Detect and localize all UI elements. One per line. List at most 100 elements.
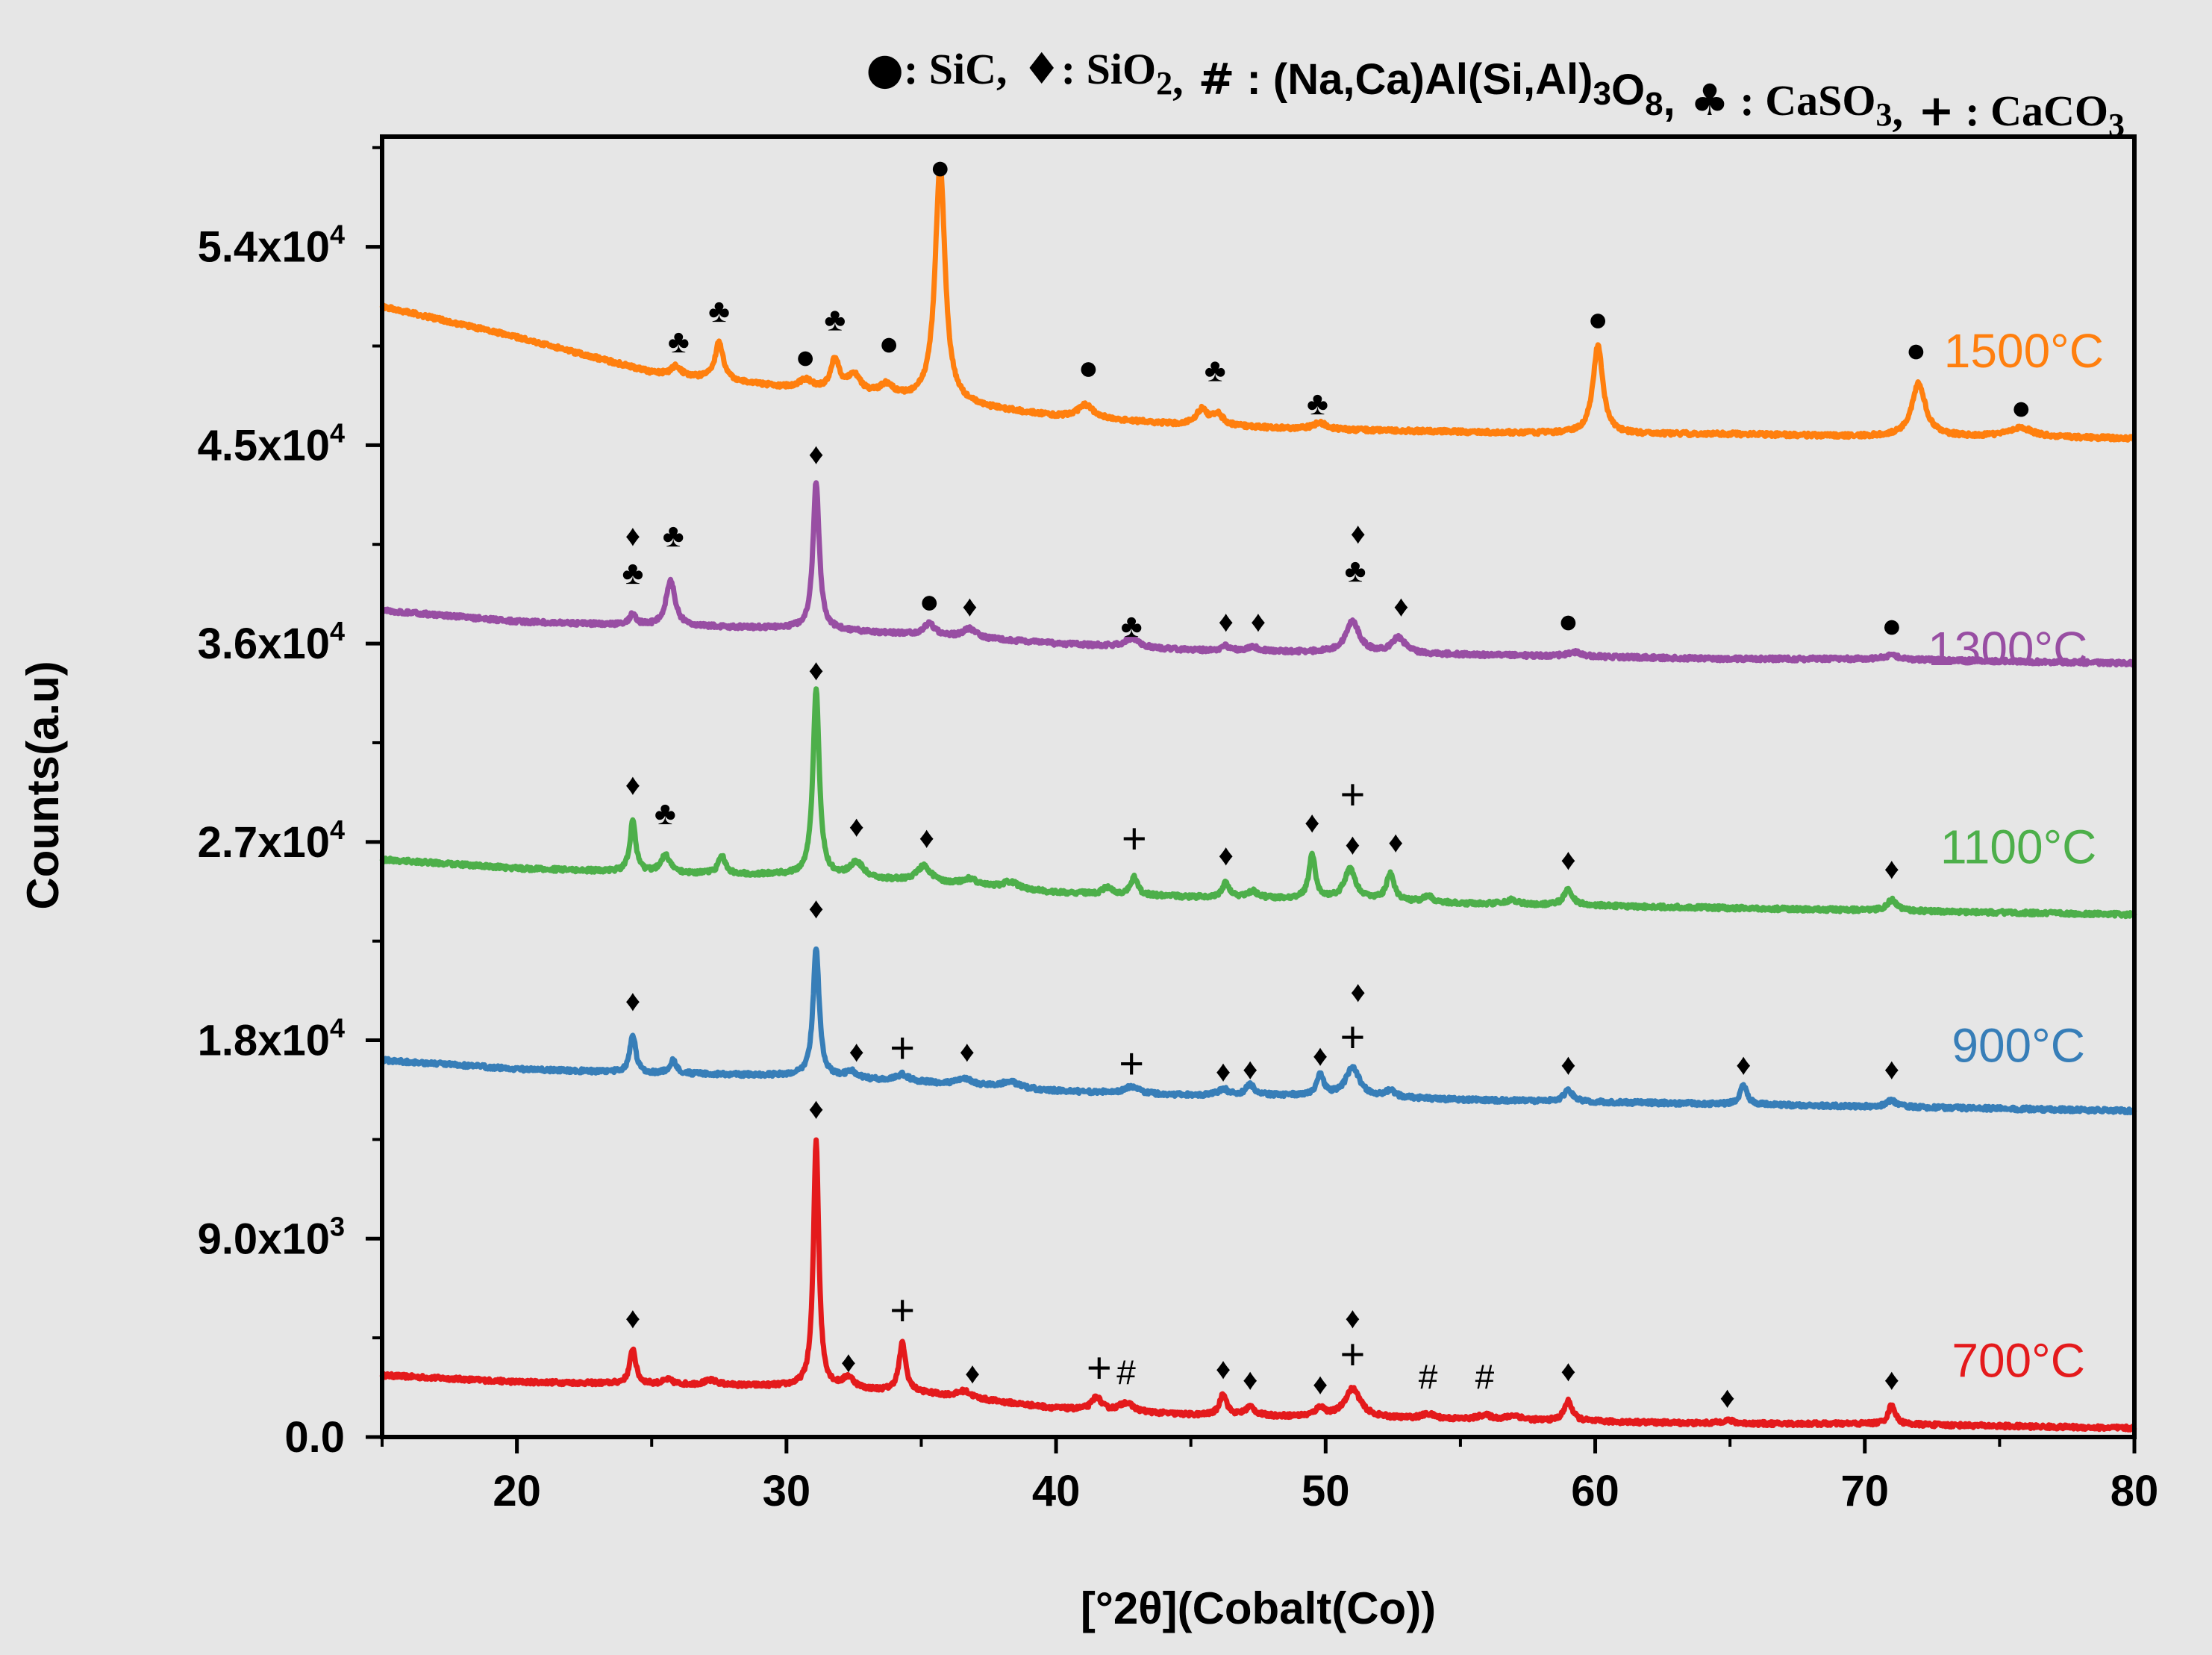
series-label-3: 1100°C bbox=[1940, 820, 2096, 874]
sio2-marker: ♦ bbox=[1218, 605, 1233, 638]
series-line-3 bbox=[379, 686, 2137, 920]
feldspar-marker: # bbox=[1475, 1357, 1495, 1396]
sio2-marker: ♦ bbox=[808, 892, 823, 925]
caco3-marker: + bbox=[890, 1286, 915, 1335]
sio2-marker: ♦ bbox=[1884, 853, 1899, 885]
caco3-marker: + bbox=[1119, 1039, 1144, 1088]
phase-markers-layer: ♦♦♦+♦ + # ♦ ♦ ♦♦+ # # ♦♦♦♦♦♦ + ♦ + ♦ ♦ ♦♦+♦ ♦ ♦♦♣♦♦ ♦ + ♦♦+… bbox=[622, 147, 2032, 1414]
caco3-marker: + bbox=[1087, 1344, 1112, 1392]
caso3-marker: ♣ bbox=[1307, 385, 1328, 422]
sio2-marker: ♦ bbox=[1560, 1049, 1575, 1082]
sio2-marker: ♦ bbox=[808, 1093, 823, 1126]
sio2-marker: ♦ bbox=[1719, 1381, 1734, 1414]
caco3-marker: + bbox=[1340, 770, 1365, 819]
sio2-marker: ♦ bbox=[625, 520, 640, 552]
sio2-marker: ♦ bbox=[960, 1035, 975, 1068]
sic-marker: ● bbox=[1587, 299, 1608, 338]
sio2-marker: ♦ bbox=[1313, 1368, 1328, 1401]
x-tick-label: 50 bbox=[1302, 1467, 1350, 1515]
sio2-marker: ♦ bbox=[625, 769, 640, 802]
caso3-marker: ♣ bbox=[708, 293, 730, 329]
series-line-5 bbox=[379, 163, 2137, 443]
x-axis-title: [°2θ](Cobalt(Co)) bbox=[1081, 1583, 1436, 1633]
sio2-marker: ♦ bbox=[1243, 1053, 1257, 1085]
legend: ●: SiC, ♦: SiO2, # : (Na,Ca)Al(Si,Al)3O8… bbox=[866, 43, 2125, 143]
feldspar-marker: # bbox=[1419, 1357, 1438, 1396]
caco3-marker: + bbox=[890, 1024, 915, 1073]
sic-marker: ● bbox=[878, 324, 899, 363]
sio2-marker: ♦ bbox=[1350, 517, 1365, 550]
y-tick-label: 2.7x104 bbox=[198, 814, 345, 867]
sio2-marker: ♦ bbox=[841, 1346, 856, 1379]
sic-marker: ● bbox=[795, 337, 816, 375]
sio2-marker: ♦ bbox=[919, 821, 934, 854]
caco3-marker: + bbox=[1340, 1013, 1365, 1062]
plot-frame bbox=[380, 134, 2137, 1439]
sic-marker: ● bbox=[1906, 331, 1927, 370]
y-axis-title: Counts(a.u) bbox=[18, 661, 68, 909]
series-label-1: 700°C bbox=[1952, 1333, 2085, 1387]
feldspar-marker: # bbox=[1116, 1353, 1136, 1391]
caso3-marker: ♣ bbox=[824, 302, 846, 338]
caso3-marker: ♣ bbox=[663, 517, 684, 554]
caso3-marker: ♣ bbox=[654, 795, 676, 832]
sic-marker: ● bbox=[919, 582, 940, 620]
series-labels-layer: 700°C 900°C 1100°C 1300°C 1500°C bbox=[1928, 324, 2104, 1387]
legend-text: ●: SiC, ♦: SiO2, # : (Na,Ca)Al(Si,Al)3O8… bbox=[866, 43, 2125, 143]
x-tick-label: 80 bbox=[2111, 1467, 2159, 1515]
sio2-marker: ♦ bbox=[808, 438, 823, 471]
sic-marker: ● bbox=[2011, 387, 2031, 426]
y-tick-label: 9.0x103 bbox=[198, 1211, 345, 1263]
x-tick-label: 60 bbox=[1571, 1467, 1619, 1515]
caso3-marker: ♣ bbox=[622, 555, 644, 591]
sio2-marker: ♦ bbox=[1560, 1355, 1575, 1388]
caso3-marker: ♣ bbox=[668, 323, 690, 360]
caco3-marker: + bbox=[1122, 814, 1147, 863]
series-line-2 bbox=[380, 946, 2137, 1115]
x-tick-label: 20 bbox=[493, 1467, 541, 1515]
x-tick-label: 70 bbox=[1841, 1467, 1890, 1515]
series-line-1 bbox=[379, 1137, 2137, 1433]
x-tick-label: 40 bbox=[1032, 1467, 1081, 1515]
sic-marker: ● bbox=[1078, 348, 1099, 387]
sio2-marker: ♦ bbox=[1216, 1055, 1231, 1088]
sio2-marker: ♦ bbox=[1350, 976, 1365, 1009]
sio2-marker: ♦ bbox=[849, 811, 864, 844]
series-label-4: 1300°C bbox=[1928, 622, 2087, 676]
sio2-marker: ♦ bbox=[1345, 1302, 1360, 1335]
sio2-marker: ♦ bbox=[1218, 839, 1233, 872]
sic-marker: ● bbox=[1881, 606, 1902, 645]
sic-marker: ● bbox=[1558, 602, 1579, 641]
y-tick-label: 3.6x104 bbox=[198, 616, 345, 668]
sic-marker: ● bbox=[930, 147, 951, 186]
series-label-5: 1500°C bbox=[1944, 324, 2104, 378]
sio2-marker: ♦ bbox=[1388, 826, 1403, 858]
series-line-4 bbox=[380, 480, 2137, 668]
sio2-marker: ♦ bbox=[1345, 828, 1360, 861]
axes-layer: 20 30 40 50 60 70 80 0.0 9.0x103 1.8x104 2.7x104 3.… bbox=[198, 146, 2159, 1515]
sio2-marker: ♦ bbox=[1251, 605, 1266, 638]
y-tick-label: 0.0 bbox=[284, 1413, 345, 1462]
sio2-marker: ♦ bbox=[1393, 590, 1408, 623]
caco3-marker: + bbox=[1340, 1330, 1365, 1379]
sio2-marker: ♦ bbox=[849, 1035, 864, 1068]
series-layer bbox=[379, 163, 2137, 1433]
caso3-marker: ♣ bbox=[1345, 552, 1366, 589]
series-label-2: 900°C bbox=[1952, 1018, 2085, 1072]
sio2-marker: ♦ bbox=[1884, 1364, 1899, 1397]
sio2-marker: ♦ bbox=[962, 590, 977, 623]
sio2-marker: ♦ bbox=[1560, 844, 1575, 876]
sio2-marker: ♦ bbox=[965, 1357, 980, 1390]
sio2-marker: ♦ bbox=[1243, 1364, 1257, 1397]
sio2-marker: ♦ bbox=[1884, 1053, 1899, 1085]
y-tick-label: 1.8x104 bbox=[198, 1013, 345, 1065]
sio2-marker: ♦ bbox=[625, 985, 640, 1017]
sio2-marker: ♦ bbox=[1736, 1049, 1751, 1082]
y-tick-label: 4.5x104 bbox=[198, 417, 345, 470]
sio2-marker: ♦ bbox=[1313, 1040, 1328, 1073]
caso3-marker: ♣ bbox=[1121, 608, 1143, 644]
x-tick-label: 30 bbox=[763, 1467, 811, 1515]
sio2-marker: ♦ bbox=[808, 654, 823, 687]
